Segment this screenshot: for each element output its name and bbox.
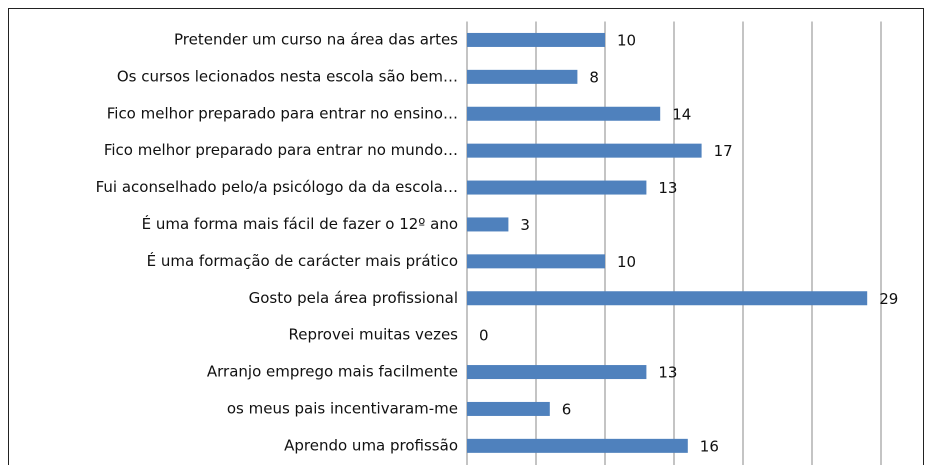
y-tick-label: É uma formação de carácter mais prático <box>147 251 458 270</box>
chart-border <box>8 8 924 465</box>
bar <box>467 291 868 306</box>
bar <box>467 254 605 269</box>
bar <box>467 69 578 84</box>
bar <box>467 180 647 195</box>
bar <box>467 365 647 380</box>
y-tick-label: Fico melhor preparado para entrar no mun… <box>104 141 458 159</box>
value-label: 10 <box>617 253 636 271</box>
y-tick-label: Aprendo uma profissão <box>284 436 458 454</box>
y-tick-label: Reprovei muitas vezes <box>288 326 458 344</box>
value-label: 13 <box>658 179 677 197</box>
value-label: 13 <box>658 364 677 382</box>
y-tick-label: Os cursos lecionados nesta escola são be… <box>117 67 458 85</box>
bar <box>467 217 509 232</box>
value-label: 17 <box>714 142 733 160</box>
value-label: 0 <box>479 327 489 345</box>
value-label: 16 <box>700 437 719 455</box>
y-tick-label: os meus pais incentivaram-me <box>227 399 458 417</box>
value-label: 29 <box>879 290 898 308</box>
bar <box>467 32 605 47</box>
bar <box>467 438 688 453</box>
y-tick-label: Arranjo emprego mais facilmente <box>207 363 458 381</box>
bar <box>467 401 550 416</box>
y-tick-label: Pretender um curso na área das artes <box>174 30 458 48</box>
value-label: 3 <box>520 216 530 234</box>
bar <box>467 106 661 121</box>
y-tick-label: Fico melhor preparado para entrar no ens… <box>107 104 458 122</box>
value-label: 6 <box>562 400 572 418</box>
bar <box>467 143 702 158</box>
value-label: 8 <box>589 68 599 86</box>
y-tick-label: Gosto pela área profissional <box>249 289 458 307</box>
y-tick-label: Fui aconselhado pelo/a psicólogo da da e… <box>96 178 458 196</box>
value-label: 14 <box>672 105 691 123</box>
value-label: 10 <box>617 31 636 49</box>
y-tick-label: É uma forma mais fácil de fazer o 12º an… <box>142 214 458 233</box>
